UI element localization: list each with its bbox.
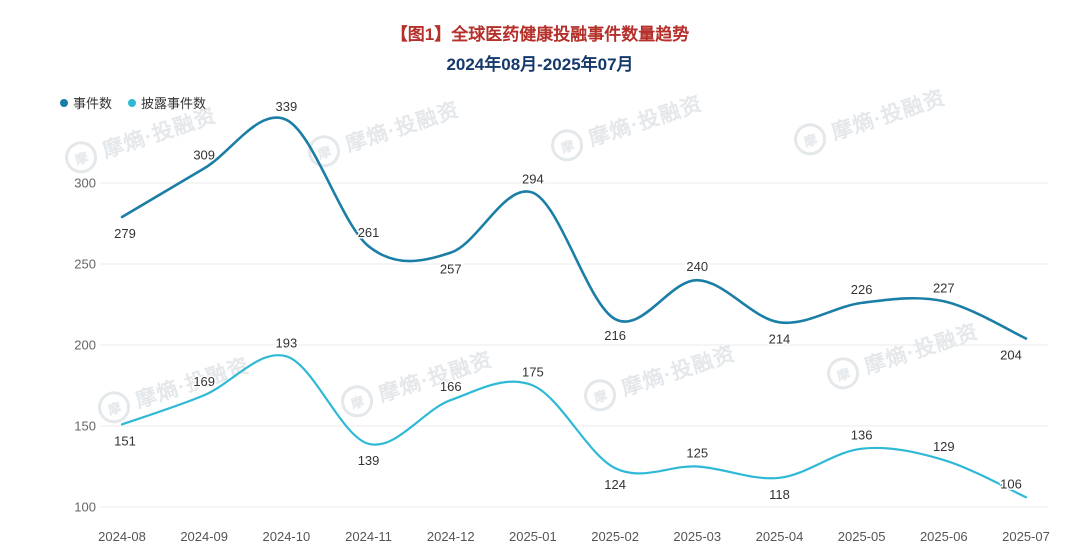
y-axis-tick-label: 150 (74, 419, 96, 434)
x-axis-tick-label: 2024-12 (427, 529, 475, 544)
x-axis-tick-label: 2025-06 (920, 529, 968, 544)
x-axis-tick-label: 2024-10 (263, 529, 311, 544)
series-line-disclosed-events (120, 354, 1028, 499)
data-point-label: 106 (1000, 476, 1022, 491)
data-point-label: 261 (358, 225, 380, 240)
x-axis-tick-label: 2025-01 (509, 529, 557, 544)
data-point-label: 257 (440, 262, 462, 277)
data-point-label: 339 (276, 99, 298, 114)
y-axis-tick-label: 250 (74, 257, 96, 272)
data-point-label: 175 (522, 365, 544, 380)
y-axis-tick-label: 100 (74, 500, 96, 515)
data-point-label: 169 (193, 374, 215, 389)
legend-dot-icon (60, 98, 68, 107)
legend-item-events[interactable]: 事件数 (60, 93, 112, 112)
legend-item-disclosed-events[interactable]: 披露事件数 (128, 93, 206, 112)
data-point-label: 279 (114, 226, 136, 241)
x-axis-tick-label: 2025-05 (838, 529, 886, 544)
x-axis-tick-label: 2025-02 (591, 529, 639, 544)
chart-title: 【图1】全球医药健康投融事件数量趋势 (390, 25, 690, 44)
x-axis-tick-label: 2025-04 (756, 529, 804, 544)
chart-subtitle: 2024年08月-2025年07月 (446, 55, 634, 74)
legend: 事件数 披露事件数 (60, 93, 206, 112)
data-point-label: 204 (1000, 348, 1022, 363)
data-point-label: 227 (933, 280, 955, 295)
series-line-events (120, 116, 1028, 340)
data-point-label: 214 (769, 331, 791, 346)
data-point-label: 166 (440, 379, 462, 394)
x-axis-tick-label: 2025-07 (1002, 529, 1050, 544)
data-point-label: 136 (851, 428, 873, 443)
data-point-label: 240 (686, 259, 708, 274)
data-point-label: 309 (193, 147, 215, 162)
data-point-label: 125 (686, 446, 708, 461)
y-axis-tick-label: 200 (74, 338, 96, 353)
data-point-label: 151 (114, 433, 136, 448)
y-axis-tick-label: 300 (74, 176, 96, 191)
legend-item-label: 事件数 (73, 96, 113, 111)
x-axis-tick-label: 2025-03 (673, 529, 721, 544)
x-axis-tick-label: 2024-08 (98, 529, 146, 544)
data-point-label: 129 (933, 439, 955, 454)
data-point-label: 139 (358, 453, 380, 468)
legend-dot-icon (128, 98, 137, 107)
data-point-label: 118 (769, 487, 790, 502)
x-axis-tick-label: 2024-11 (345, 529, 392, 544)
legend-item-label: 披露事件数 (141, 96, 207, 111)
data-point-label: 294 (522, 172, 544, 187)
data-point-label: 193 (276, 335, 298, 350)
x-axis-tick-label: 2024-09 (180, 529, 228, 544)
data-point-label: 216 (604, 328, 626, 343)
data-point-label: 226 (851, 282, 873, 297)
data-point-label: 124 (604, 477, 626, 492)
